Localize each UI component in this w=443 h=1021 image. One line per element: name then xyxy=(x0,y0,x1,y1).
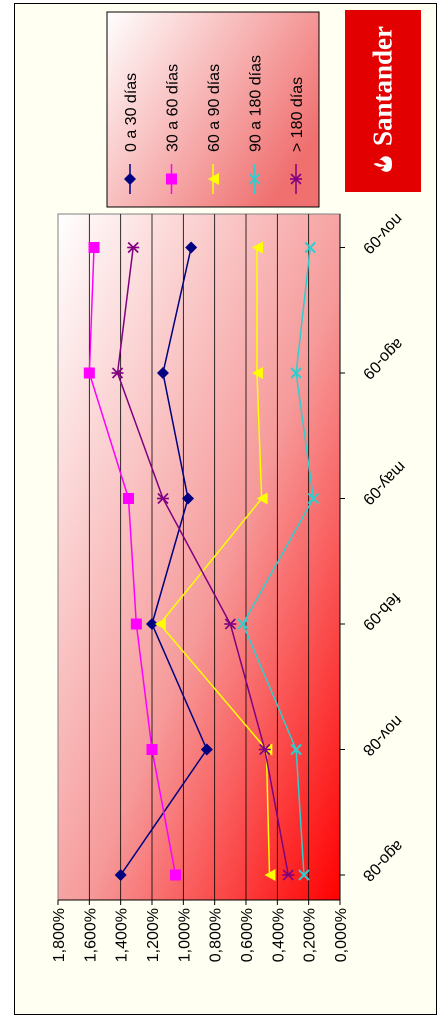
y-tick-label: 0,000% xyxy=(333,908,350,962)
marker-point xyxy=(307,492,320,505)
marker-point xyxy=(146,744,158,755)
marker-legend xyxy=(166,173,177,185)
legend-entry: > 180 días xyxy=(289,77,306,194)
legend-label: > 180 días xyxy=(289,77,306,152)
marker-point xyxy=(156,367,169,379)
series-line xyxy=(120,247,208,876)
y-tick-label: 1,000% xyxy=(176,908,193,962)
marker-point xyxy=(224,618,237,630)
x-tick-label: nov-09 xyxy=(359,210,406,257)
marker-point xyxy=(256,492,268,505)
legend-entry: 60 a 90 días xyxy=(206,64,223,194)
y-tick-label: 0,200% xyxy=(302,908,319,962)
series-line xyxy=(116,247,290,876)
series-4 xyxy=(237,241,320,881)
flame-icon xyxy=(373,156,392,172)
marker-point xyxy=(258,743,271,756)
logo-text: Santander xyxy=(367,25,398,147)
x-tick-label: nov-08 xyxy=(359,712,406,759)
legend-label: 90 a 180 días xyxy=(248,55,265,152)
marker-point xyxy=(282,869,295,881)
x-tick-label: feb-09 xyxy=(359,589,403,633)
marker-legend xyxy=(208,173,219,185)
marker-legend xyxy=(248,173,261,185)
legend: 0 a 30 días 30 a 60 días 60 a 90 días 90 a … xyxy=(123,55,306,194)
series-2 xyxy=(83,242,181,881)
series-3 xyxy=(154,241,276,881)
marker-point xyxy=(264,869,276,881)
y-tick-label: 1,400% xyxy=(114,908,131,962)
series-5 xyxy=(111,241,295,881)
marker-legend xyxy=(124,173,136,185)
marker-point xyxy=(146,618,158,630)
marker-point xyxy=(182,492,195,505)
y-tick-label: 0,600% xyxy=(239,908,256,962)
legend-label: 0 a 30 días xyxy=(123,73,140,152)
marker-point xyxy=(127,241,140,254)
marker-point xyxy=(200,743,213,756)
y-tick-label: 0,400% xyxy=(270,908,287,962)
legend-label: 60 a 90 días xyxy=(206,64,223,152)
y-tick-label: 1,800% xyxy=(51,908,68,962)
series-1 xyxy=(114,241,213,881)
x-axis-ticks: ago-08 nov-08 feb-09 may-09 ago-09 nov-09 xyxy=(339,210,409,900)
x-tick-label: may-09 xyxy=(359,458,409,508)
plot-area xyxy=(57,213,341,901)
marker-point xyxy=(130,618,142,630)
y-tick-label: 1,600% xyxy=(82,908,99,962)
legend-entry: 0 a 30 días xyxy=(123,73,140,194)
marker-point xyxy=(298,869,310,881)
marker-point xyxy=(123,493,134,504)
marker-point xyxy=(156,492,169,505)
marker-point xyxy=(83,367,95,379)
series-line xyxy=(242,247,315,876)
santander-logo: Santander xyxy=(345,10,421,192)
marker-point xyxy=(111,367,124,379)
marker-point xyxy=(290,743,302,756)
marker-point xyxy=(290,367,302,379)
marker-legend xyxy=(290,173,302,185)
marker-point xyxy=(170,869,181,881)
marker-point xyxy=(114,869,127,881)
marker-point xyxy=(251,367,263,379)
legend-entry: 90 a 180 días xyxy=(248,55,265,194)
legend-label: 30 a 60 días xyxy=(165,64,182,152)
marker-point xyxy=(304,241,316,254)
series-line xyxy=(158,247,271,876)
series-layer xyxy=(83,241,320,881)
x-tick-label: ago-09 xyxy=(359,335,406,382)
legend-entry: 30 a 60 días xyxy=(165,64,182,194)
series-line xyxy=(88,247,177,876)
marker-point xyxy=(154,618,166,630)
marker-point xyxy=(251,241,263,254)
y-axis-ticks: 1,800% 1,600% 1,400% 1,200% 1,000% 0,800% 0,60… xyxy=(51,899,350,962)
y-tick-label: 0,800% xyxy=(208,908,225,962)
marker-point xyxy=(88,242,100,253)
marker-point xyxy=(237,618,249,630)
y-tick-label: 1,200% xyxy=(145,908,162,962)
marker-point xyxy=(185,241,198,254)
x-tick-label: ago-08 xyxy=(359,837,406,884)
